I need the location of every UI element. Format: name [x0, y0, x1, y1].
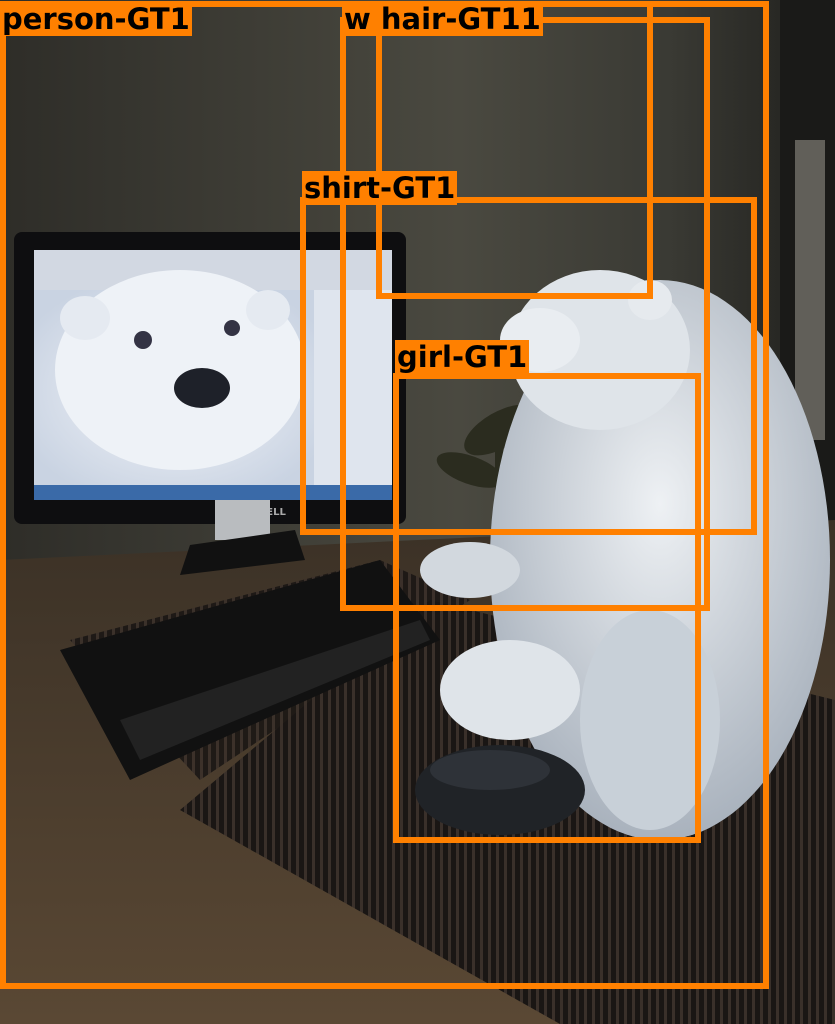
bbox-girl — [393, 373, 701, 843]
label-shirt: shirt-GT1 — [302, 171, 458, 205]
monitor-logo: DELL — [258, 507, 287, 518]
label-w-hair: w hair-GT11 — [342, 2, 543, 36]
monitor: DELL — [14, 232, 406, 575]
label-girl: girl-GT1 — [395, 340, 530, 374]
bbox-shirt — [300, 197, 757, 535]
label-person: person-GT1 — [0, 2, 192, 36]
polar-bear-plush — [420, 270, 830, 840]
